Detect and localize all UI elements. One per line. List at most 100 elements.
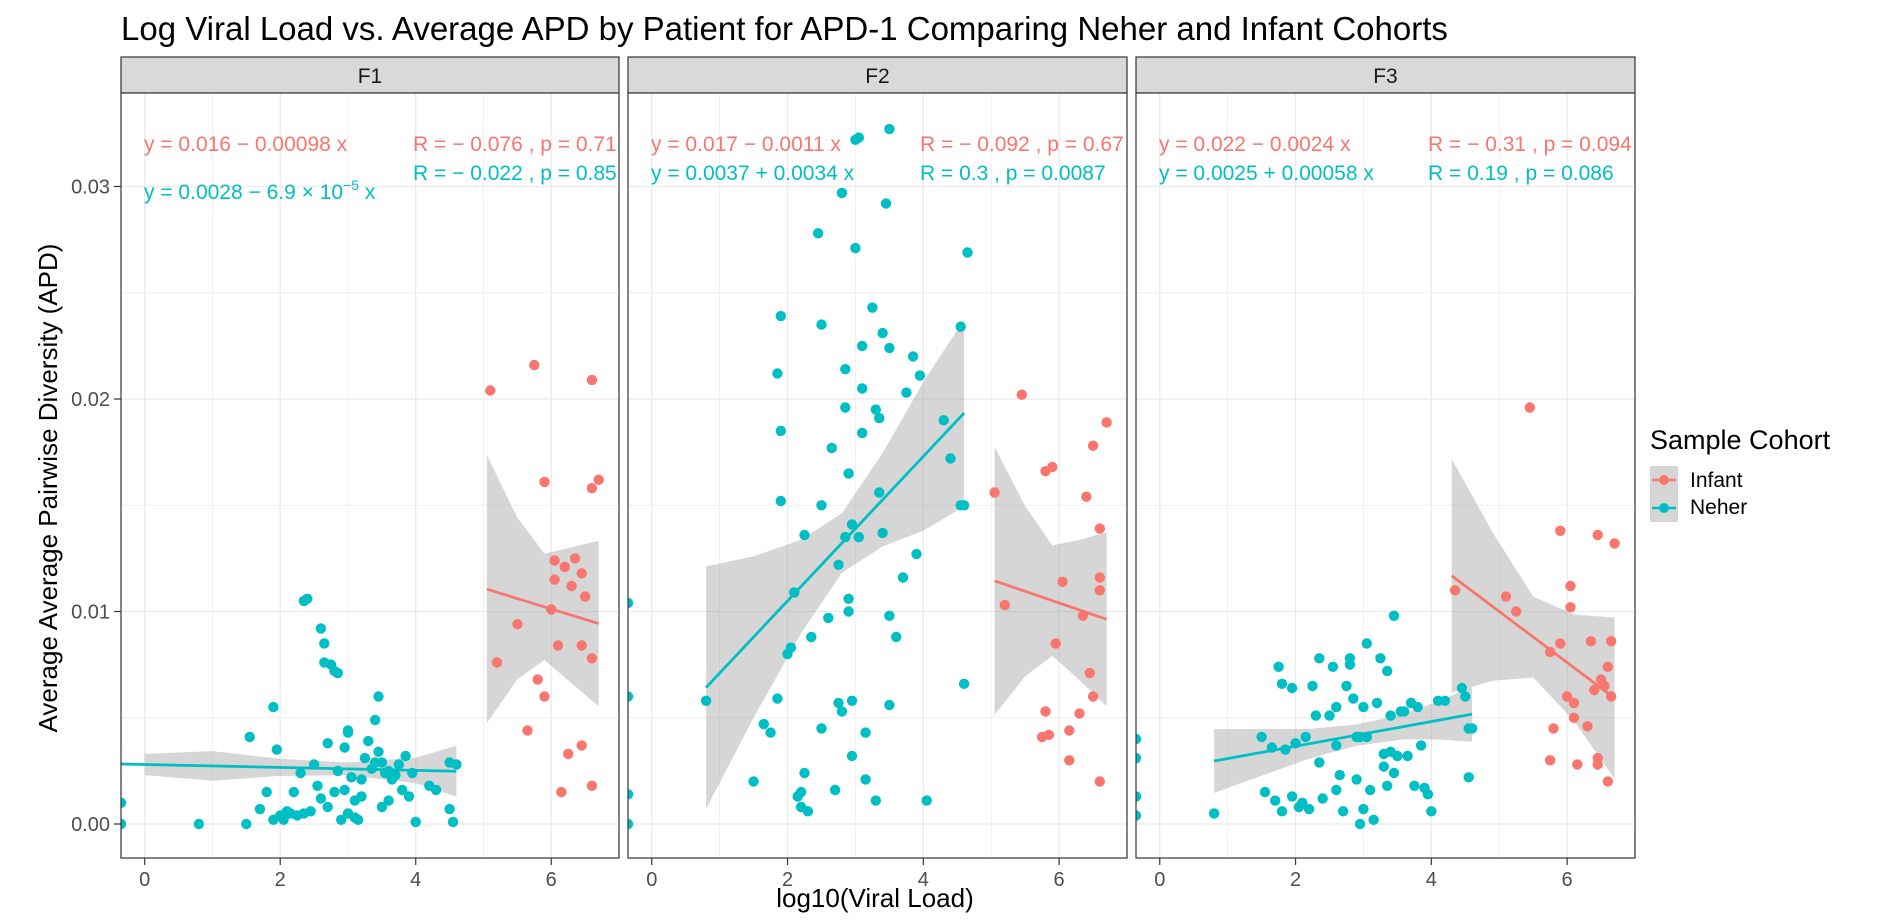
data-point-neher — [383, 795, 394, 806]
panel-grid — [121, 93, 619, 858]
data-point-infant — [1101, 417, 1112, 428]
x-tick-label: 6 — [1562, 869, 1573, 891]
data-point-infant — [586, 374, 598, 386]
data-point-neher — [772, 693, 783, 704]
data-point-neher — [1358, 701, 1369, 713]
panel-border — [1135, 92, 1636, 859]
data-point-neher — [1286, 682, 1298, 694]
data-point-neher — [850, 242, 861, 254]
data-point-neher — [1354, 818, 1366, 830]
data-point-infant — [1606, 636, 1617, 647]
panel-f1: F1 y = 0.016 − 0.00098 x R = − 0.076 , p =… — [120, 56, 620, 891]
data-point-neher — [359, 752, 371, 764]
data-point-neher — [373, 691, 384, 702]
regression-equation-neher: y = 0.0037 + 0.0034 x — [651, 162, 855, 185]
data-point-neher — [336, 814, 347, 825]
legend-item-infant: Infant — [1650, 466, 1743, 494]
panel-content — [628, 123, 1112, 830]
data-point-neher — [1136, 791, 1142, 802]
facet-strip-label: F2 — [865, 65, 890, 88]
data-point-neher — [867, 302, 878, 313]
legend-label-infant: Infant — [1690, 469, 1743, 492]
data-point-neher — [846, 750, 858, 762]
data-point-neher — [339, 742, 350, 753]
panel-content — [121, 359, 604, 830]
data-point-infant — [1449, 585, 1461, 596]
data-point-neher — [877, 527, 888, 539]
data-point-infant — [1047, 461, 1058, 473]
panel-f3: F3 y = 0.022 − 0.0024 x R = − 0.31 , p = 0… — [1135, 56, 1636, 891]
data-point-neher — [369, 714, 381, 726]
data-point-neher — [339, 784, 350, 796]
legend-key-neher-point — [1659, 503, 1669, 513]
data-point-neher — [1365, 784, 1376, 796]
legend-key-infant-point — [1659, 475, 1669, 485]
data-point-neher — [1392, 750, 1403, 762]
data-point-neher — [962, 247, 973, 258]
correlation-stats-neher: R = − 0.022 , p = 0.85 — [413, 162, 617, 185]
x-tick-label: 4 — [918, 869, 929, 891]
data-point-infant — [1064, 755, 1075, 766]
data-point-infant — [1602, 661, 1614, 672]
data-point-infant — [1572, 759, 1583, 770]
panel-annotations: y = 0.016 − 0.00098 x R = − 0.076 , p = 0… — [144, 133, 617, 204]
data-point-neher — [1310, 710, 1322, 721]
data-point-neher — [853, 132, 864, 143]
data-point-infant — [999, 599, 1010, 611]
data-point-neher — [1334, 769, 1345, 781]
data-point-neher — [352, 814, 364, 825]
data-point-infant — [1087, 440, 1099, 451]
data-point-neher — [1307, 680, 1318, 692]
chart-title: Log Viral Load vs. Average APD by Patien… — [121, 10, 1448, 47]
data-point-neher — [403, 791, 415, 802]
data-point-infant — [559, 561, 570, 573]
data-point-neher — [772, 368, 783, 379]
data-point-neher — [1399, 706, 1410, 717]
data-point-neher — [254, 803, 266, 815]
data-point-neher — [1136, 810, 1142, 821]
data-point-neher — [874, 487, 885, 498]
data-point-infant — [522, 725, 533, 736]
equation-exponent: −5 — [343, 177, 359, 193]
data-point-neher — [857, 383, 868, 394]
data-point-neher — [897, 572, 909, 583]
data-point-neher — [363, 735, 374, 747]
data-point-neher — [356, 791, 367, 802]
data-point-neher — [628, 789, 634, 800]
data-point-infant — [1548, 723, 1559, 734]
data-point-infant — [586, 483, 598, 494]
regression-equation-infant: y = 0.017 − 0.0011 x — [651, 133, 841, 156]
fit-line-neher — [705, 412, 966, 689]
data-point-infant — [1609, 538, 1620, 549]
data-point-neher — [397, 784, 408, 796]
data-point-infant — [485, 385, 496, 396]
panel-grid — [628, 93, 1127, 858]
data-point-neher — [1297, 797, 1308, 808]
data-point-neher — [1270, 795, 1281, 806]
data-point-neher — [1317, 793, 1328, 804]
data-point-neher — [901, 387, 912, 398]
data-point-neher — [628, 818, 634, 830]
data-point-infant — [586, 653, 598, 664]
data-point-neher — [1361, 638, 1373, 649]
data-point-neher — [765, 727, 776, 738]
data-point-neher — [884, 610, 895, 621]
correlation-stats-infant: R = − 0.31 , p = 0.094 — [1428, 133, 1632, 156]
data-point-neher — [775, 495, 786, 507]
data-point-infant — [579, 591, 591, 602]
data-point-neher — [840, 402, 851, 413]
data-point-neher — [870, 404, 881, 415]
data-point-neher — [1426, 806, 1437, 817]
data-point-neher — [1375, 653, 1386, 664]
data-point-neher — [857, 340, 868, 352]
legend-label-neher: Neher — [1690, 496, 1747, 519]
data-point-neher — [829, 784, 841, 796]
correlation-stats-infant: R = − 0.076 , p = 0.71 — [413, 133, 617, 156]
data-point-neher — [400, 750, 411, 762]
y-axis-title: Average Average Pairwise Diversity (APD) — [33, 244, 63, 733]
data-point-infant — [1094, 776, 1106, 787]
fit-line-neher — [121, 762, 457, 773]
data-point-infant — [576, 568, 587, 579]
panel-content — [1136, 402, 1620, 830]
data-point-neher — [958, 678, 970, 689]
